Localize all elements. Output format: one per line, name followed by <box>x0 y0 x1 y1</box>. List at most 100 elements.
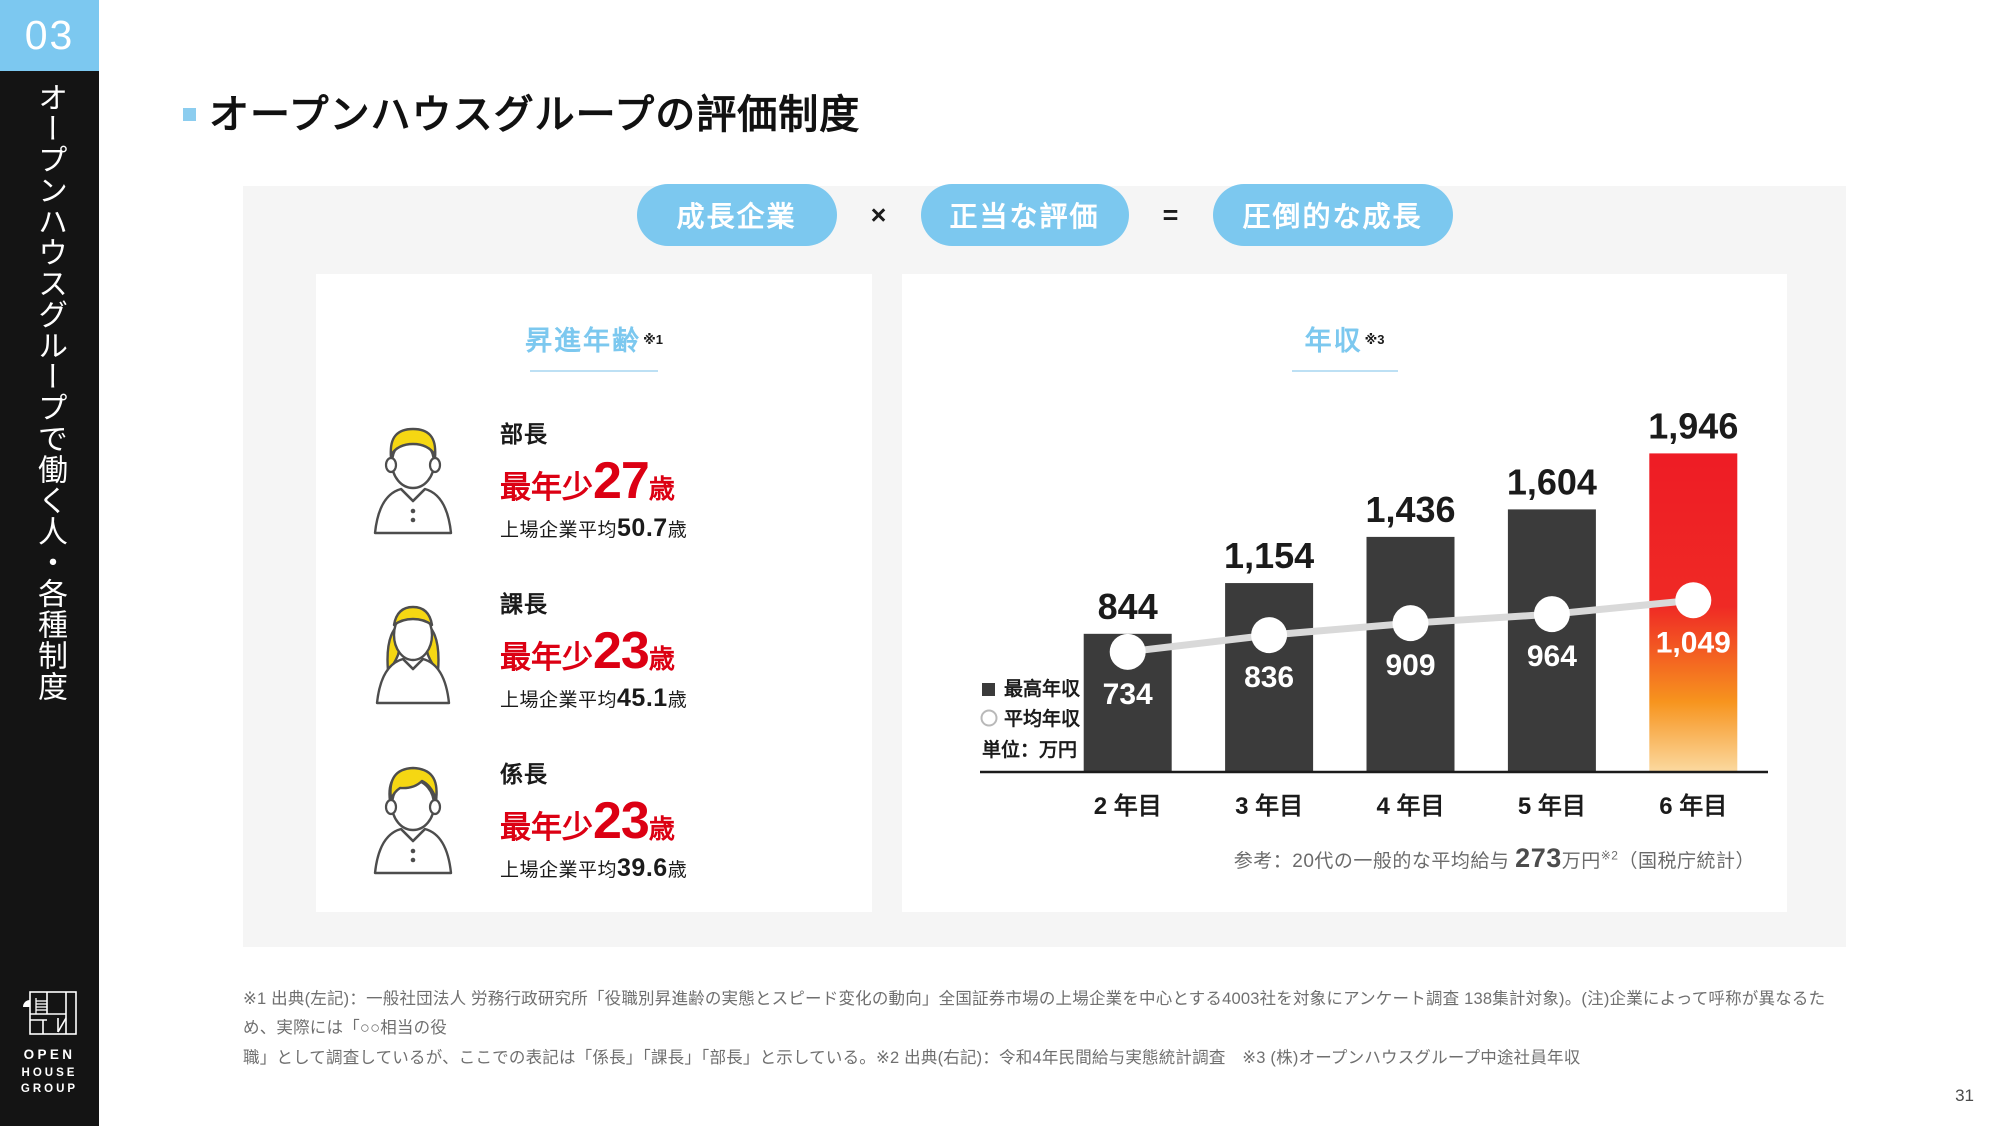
youngest-age-unit: 歳 <box>648 474 675 504</box>
logo-line-3: GROUP <box>20 1083 79 1096</box>
chart-unit-label: 単位：万円 <box>982 738 1077 761</box>
average-unit: 歳 <box>667 690 688 711</box>
footnote-line-1: ※1 出典(左記)：一般社団法人 労務行政研究所「役職別昇進齢の実態とスピード変… <box>243 990 1826 1038</box>
chart-line-marker <box>1533 596 1570 633</box>
section-number: 03 <box>0 0 99 71</box>
page-number: 31 <box>1955 1086 1974 1105</box>
promotion-average: 上場企業平均45.1歳 <box>500 684 687 713</box>
chart-line-marker <box>1392 605 1429 642</box>
average-label: 上場企業平均 <box>500 690 618 711</box>
salary-heading: 年収 ※3 <box>902 319 1787 372</box>
multiply-operator: × <box>870 199 887 230</box>
bar-value-label: 1,436 <box>1365 489 1455 530</box>
promotion-age-footnote-mark: ※1 <box>643 331 663 347</box>
promotion-info: 係長 最年少23歳 上場企業平均39.6歳 <box>500 755 687 883</box>
promotion-info: 部長 最年少27歳 上場企業平均50.7歳 <box>500 415 687 543</box>
promotion-age-card: 昇進年齢 ※1 部長 最年少27歳 <box>316 274 872 912</box>
average-label: 上場企業平均 <box>500 520 618 541</box>
person-male-icon <box>354 421 472 537</box>
reference-note-suffix: （国税庁統計） <box>1618 851 1755 872</box>
average-unit: 歳 <box>667 860 688 881</box>
chart-category-label: 4 年目 <box>1376 792 1444 820</box>
promotion-role: 部長 <box>500 421 548 447</box>
heading-underline <box>530 370 658 372</box>
promotion-row: 部長 最年少27歳 上場企業平均50.7歳 <box>316 394 872 564</box>
salary-footnote-mark: ※3 <box>1364 331 1385 347</box>
promotion-youngest-age: 最年少23歳 <box>500 791 687 851</box>
bar-value-label: 844 <box>1098 586 1158 627</box>
average-unit: 歳 <box>667 520 688 541</box>
chart-category-label: 6 年目 <box>1659 792 1727 820</box>
youngest-label: 最年少 <box>500 640 593 675</box>
youngest-age-value: 27 <box>593 452 650 510</box>
promotion-youngest-age: 最年少23歳 <box>500 621 687 681</box>
promotion-age-heading-text: 昇進年齢 <box>525 326 642 356</box>
reference-note-mark: ※2 <box>1600 848 1619 863</box>
section-vertical-title: オープンハウスグループで働く人・各種制度 <box>33 82 67 702</box>
reference-note-unit: 万円 <box>1561 851 1601 872</box>
equals-operator: = <box>1162 199 1179 230</box>
chart-line-marker <box>1251 617 1288 654</box>
average-value: 45.1 <box>617 684 668 712</box>
salary-heading-text: 年収 <box>1304 326 1363 356</box>
pill-growth-company: 成長企業 <box>636 184 837 246</box>
page-title-text: オープンハウスグループの評価制度 <box>209 93 861 137</box>
bar-value-label: 1,604 <box>1507 461 1597 502</box>
chart-category-label: 5 年目 <box>1518 792 1586 820</box>
line-value-label: 1,049 <box>1656 626 1731 659</box>
footnote-line-2: 職」として調査しているが、ここでの表記は「係長」「課長」「部長」と示している。※… <box>243 1048 1581 1067</box>
average-value: 50.7 <box>617 514 668 542</box>
youngest-age-value: 23 <box>593 792 650 850</box>
logo-line-2: HOUSE <box>21 1066 78 1079</box>
legend-line-label: 平均年収 <box>1004 707 1081 730</box>
promotion-average: 上場企業平均39.6歳 <box>500 854 687 883</box>
promotion-row: 課長 最年少23歳 上場企業平均45.1歳 <box>316 564 872 734</box>
promotion-info: 課長 最年少23歳 上場企業平均45.1歳 <box>500 585 687 713</box>
heading-underline <box>1291 370 1398 372</box>
person-male-icon <box>354 761 472 877</box>
bar-value-label: 1,946 <box>1648 405 1738 446</box>
promotion-youngest-age: 最年少27歳 <box>500 451 687 511</box>
openhouse-logo: OPEN HOUSE GROUP <box>0 990 99 1098</box>
salary-card: 年収 ※3 844 2 年目 1,154 3 年目 1,436 4 年目 1,604 5 年目 1… <box>902 274 1787 912</box>
footnotes: ※1 出典(左記)：一般社団法人 労務行政研究所「役職別昇進齢の実態とスピード変… <box>243 985 1847 1073</box>
title-bullet-icon <box>183 108 196 121</box>
page-title: オープンハウスグループの評価制度 <box>183 82 860 140</box>
average-label: 上場企業平均 <box>500 860 618 881</box>
salary-bar-chart: 844 2 年目 1,154 3 年目 1,436 4 年目 1,604 5 年目 1,946 6… <box>902 392 1787 862</box>
chart-bar <box>1366 536 1455 772</box>
youngest-age-unit: 歳 <box>648 814 675 844</box>
line-value-label: 734 <box>1103 678 1153 711</box>
left-rail: 03 オープンハウスグループで働く人・各種制度 OPEN HOUSE GROUP <box>0 0 99 1126</box>
line-value-label: 909 <box>1385 649 1435 682</box>
reference-salary-note: 参考：20代の一般的な平均給与 273万円※2（国税庁統計） <box>1234 843 1755 874</box>
promotion-average: 上場企業平均50.7歳 <box>500 514 687 543</box>
line-value-label: 836 <box>1244 661 1294 694</box>
legend-line-swatch <box>980 709 998 727</box>
promotion-rows: 部長 最年少27歳 上場企業平均50.7歳 課長 <box>316 394 872 904</box>
legend-bar-swatch <box>982 683 995 696</box>
promotion-role: 係長 <box>500 761 548 787</box>
line-value-label: 964 <box>1527 640 1577 673</box>
chart-category-label: 2 年目 <box>1094 792 1162 820</box>
youngest-label: 最年少 <box>500 470 593 505</box>
youngest-age-unit: 歳 <box>648 644 675 674</box>
person-female-icon <box>354 591 472 707</box>
legend-bar-label: 最高年収 <box>1004 677 1081 700</box>
pill-overwhelming-growth: 圧倒的な成長 <box>1212 184 1453 246</box>
floorplan-logo-icon <box>22 991 77 1035</box>
promotion-age-heading: 昇進年齢 ※1 <box>316 319 872 372</box>
chart-category-label: 3 年目 <box>1235 792 1303 820</box>
promotion-role: 課長 <box>500 591 548 617</box>
formula-row: 成長企業 × 正当な評価 = 圧倒的な成長 <box>243 179 1846 251</box>
reference-note-value: 273 <box>1515 843 1562 873</box>
chart-bar <box>1225 583 1314 772</box>
youngest-label: 最年少 <box>500 810 593 845</box>
bar-value-label: 1,154 <box>1224 535 1314 576</box>
average-value: 39.6 <box>617 854 668 882</box>
chart-line-marker <box>1109 633 1146 670</box>
pill-fair-evaluation: 正当な評価 <box>920 184 1129 246</box>
chart-line-marker <box>1675 582 1712 619</box>
reference-note-prefix: 参考：20代の一般的な平均給与 <box>1233 851 1510 872</box>
youngest-age-value: 23 <box>593 622 650 680</box>
